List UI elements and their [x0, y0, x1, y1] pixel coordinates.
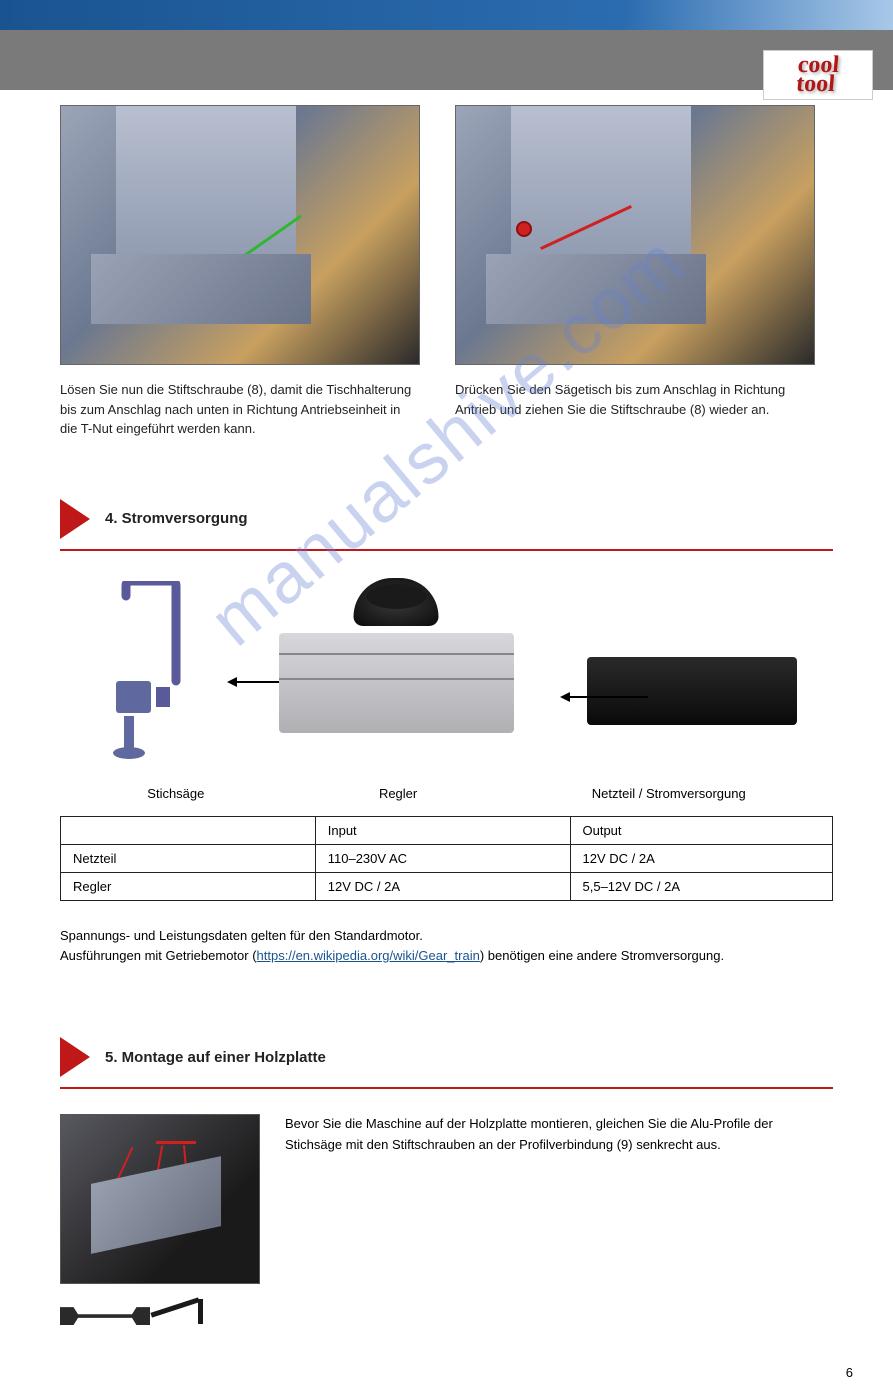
- power-supply-image: [587, 657, 797, 725]
- step2-image: [455, 105, 815, 365]
- top-gradient-bar: [0, 0, 893, 30]
- page-number: 6: [846, 1365, 853, 1380]
- marker-8-green: [286, 296, 302, 312]
- section-4-header: 4. Stromversorgung: [60, 499, 833, 539]
- mount-caption-marker: (9): [617, 1137, 633, 1152]
- jigsaw-component-image: [96, 581, 206, 761]
- tools-image: [60, 1292, 210, 1342]
- mounting-image: [60, 1114, 260, 1284]
- section-5-divider: [60, 1087, 833, 1089]
- logo-text: cooltool: [796, 56, 841, 94]
- gear-train-link[interactable]: https://en.wikipedia.org/wiki/Gear_train: [257, 948, 480, 963]
- step1-caption: Lösen Sie nun die Stiftschraube (8), dam…: [60, 380, 420, 439]
- captions-row: Lösen Sie nun die Stiftschraube (8), dam…: [60, 380, 833, 439]
- header-gray-bar: [0, 30, 893, 90]
- table-cell: Netzteil: [61, 844, 316, 872]
- table-cell: Regler: [61, 872, 316, 900]
- green-arrow-indicator: [210, 215, 302, 281]
- table-cell: 12V DC / 2A: [570, 844, 833, 872]
- controller-image: [279, 608, 514, 733]
- mounting-caption: Bevor Sie die Maschine auf der Holzplatt…: [285, 1114, 833, 1156]
- label-jigsaw: Stichsäge: [147, 786, 204, 801]
- label-controller: Regler: [379, 786, 417, 801]
- table-cell: 5,5–12V DC / 2A: [570, 872, 833, 900]
- label-psu: Netzteil / Stromversorgung: [592, 786, 746, 801]
- section-arrow-icon: [60, 499, 90, 539]
- marker-9-label: [156, 1141, 196, 1144]
- step1-image: [60, 105, 420, 365]
- mount-caption-suffix: senkrecht aus.: [633, 1137, 721, 1152]
- instruction-images-row: [60, 105, 833, 365]
- section-5-header: 5. Montage auf einer Holzplatte: [60, 1037, 833, 1077]
- brand-logo: cooltool: [763, 50, 873, 100]
- wrench-icon: [60, 1307, 150, 1325]
- section-4-divider: [60, 549, 833, 551]
- table-cell: 110–230V AC: [315, 844, 570, 872]
- table-cell: 12V DC / 2A: [315, 872, 570, 900]
- voltage-note-suffix: ) benötigen eine andere Stromversorgung.: [480, 948, 724, 963]
- controller-knob: [354, 578, 439, 626]
- step2-caption: Drücken Sie den Sägetisch bis zum Anschl…: [455, 380, 815, 439]
- section-5-title: 5. Montage auf einer Holzplatte: [105, 1049, 326, 1066]
- specifications-table: Input Output Netzteil 110–230V AC 12V DC…: [60, 816, 833, 901]
- profile-connector-block: [91, 1156, 221, 1254]
- red-arrow-indicator: [540, 205, 632, 250]
- controller-body: [279, 633, 514, 733]
- table-cell: Input: [315, 816, 570, 844]
- table-row: Regler 12V DC / 2A 5,5–12V DC / 2A: [61, 872, 833, 900]
- table-cell: [61, 816, 316, 844]
- voltage-note-prefix: Ausführungen mit Getriebemotor (: [60, 948, 257, 963]
- voltage-note-line1: Spannungs- und Leistungsdaten gelten für…: [60, 928, 423, 943]
- section-4-title: 4. Stromversorgung: [105, 510, 248, 527]
- section-arrow-icon: [60, 1037, 90, 1077]
- table-row: Netzteil 110–230V AC 12V DC / 2A: [61, 844, 833, 872]
- connection-arrow-2: [568, 696, 648, 698]
- power-component-labels: Stichsäge Regler Netzteil / Stromversorg…: [60, 786, 833, 801]
- page-content: Lösen Sie nun die Stiftschraube (8), dam…: [0, 90, 893, 1392]
- power-supply-diagram: [60, 576, 833, 766]
- marker-8-red: [516, 221, 532, 237]
- mounting-section: Bevor Sie die Maschine auf der Holzplatt…: [60, 1114, 833, 1342]
- table-cell: Output: [570, 816, 833, 844]
- table-row: Input Output: [61, 816, 833, 844]
- voltage-note: Spannungs- und Leistungsdaten gelten für…: [60, 926, 833, 968]
- hex-key-icon: [150, 1297, 205, 1337]
- mount-image-column: [60, 1114, 260, 1342]
